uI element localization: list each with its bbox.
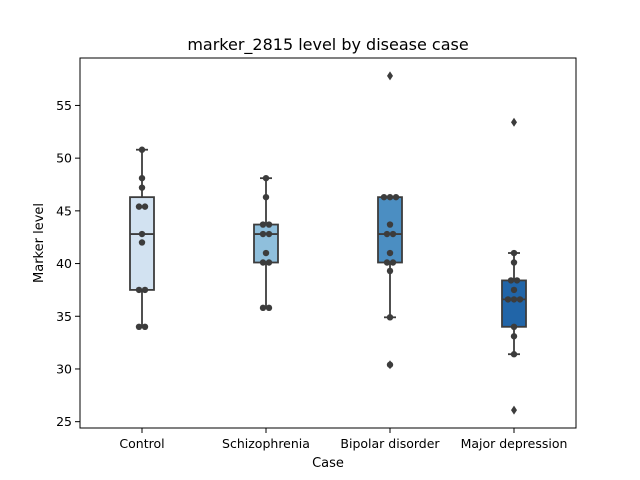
data-point — [510, 351, 518, 358]
y-tick-label: 35 — [56, 309, 72, 324]
data-point — [259, 304, 267, 312]
box-group — [377, 71, 403, 370]
data-point — [138, 239, 146, 246]
y-tick-label: 55 — [56, 98, 72, 113]
data-point — [510, 286, 518, 294]
data-point — [265, 304, 273, 312]
data-point — [141, 203, 149, 210]
y-tick-label: 50 — [56, 151, 72, 166]
data-point — [265, 259, 273, 266]
x-axis-label: Case — [312, 456, 344, 471]
y-tick-label: 40 — [56, 256, 72, 271]
data-point — [513, 277, 521, 284]
y-tick-label: 45 — [56, 203, 72, 218]
plot-area — [129, 71, 527, 415]
swarm-points — [259, 174, 273, 312]
y-tick-label: 25 — [56, 414, 72, 429]
y-axis-label: Marker level — [32, 203, 47, 283]
outlier-marker — [387, 71, 393, 81]
data-point — [386, 314, 394, 321]
data-point — [504, 296, 512, 303]
y-axis: 25 30 35 40 45 50 55 — [56, 98, 80, 429]
box — [253, 223, 279, 264]
data-point — [138, 146, 146, 153]
data-point — [389, 230, 397, 238]
data-point — [510, 249, 518, 257]
data-point — [510, 296, 518, 303]
swarm-points — [135, 146, 149, 331]
data-point — [138, 230, 146, 238]
data-point — [262, 193, 270, 201]
data-point — [135, 323, 143, 331]
data-point — [507, 277, 515, 284]
data-point — [138, 174, 146, 182]
data-point — [516, 296, 524, 303]
data-point — [389, 259, 397, 266]
data-point — [138, 184, 146, 191]
data-point — [386, 361, 394, 368]
box-group — [501, 117, 527, 415]
data-point — [510, 333, 518, 340]
x-tick-label: Major depression — [461, 436, 568, 451]
data-point — [383, 230, 391, 238]
x-tick-label: Schizophrenia — [222, 436, 310, 451]
data-point — [510, 323, 518, 331]
outlier-marker — [511, 405, 517, 415]
data-point — [386, 249, 394, 257]
data-point — [383, 259, 391, 266]
data-point — [510, 259, 518, 266]
data-point — [259, 259, 267, 266]
swarm-points — [504, 249, 524, 358]
data-point — [392, 193, 400, 201]
data-point — [259, 221, 267, 228]
data-point — [386, 267, 394, 275]
plot-frame — [79, 57, 577, 429]
x-tick-label: Control — [119, 436, 164, 451]
data-point — [265, 221, 273, 228]
data-point — [141, 286, 149, 294]
data-point — [262, 174, 270, 182]
data-point — [386, 193, 394, 201]
x-axis: Control Schizophrenia Bipolar disorder Majo… — [119, 428, 567, 451]
chart-title: marker_2815 level by disease case — [187, 35, 468, 55]
x-tick-label: Bipolar disorder — [340, 436, 440, 451]
y-tick-label: 30 — [56, 361, 72, 376]
data-point — [135, 286, 143, 294]
data-point — [386, 221, 394, 228]
data-point — [380, 193, 388, 201]
data-point — [135, 203, 143, 210]
data-point — [262, 249, 270, 257]
swarm-points — [380, 193, 400, 368]
data-point — [265, 230, 273, 238]
outlier-marker — [511, 117, 517, 127]
data-point — [259, 230, 267, 238]
data-point — [141, 323, 149, 331]
